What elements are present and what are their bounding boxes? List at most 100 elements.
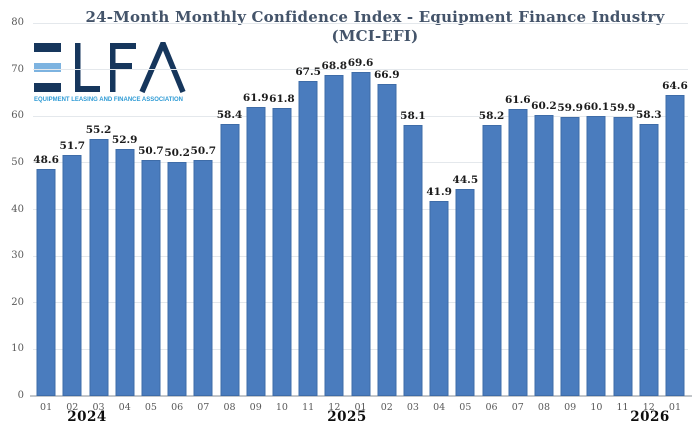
bar [586,115,606,396]
bars-container: 48.6 01 51.7 02 55.2 03 52.9 04 50.7 05 50.2 06 50.7… [33,23,688,414]
bar-value-label: 61.8 [269,92,295,105]
bar-value-label: 58.3 [635,109,662,122]
bar [482,124,502,396]
x-axis-month-label: 03 [92,402,105,413]
bar [560,116,580,396]
bar-value-label: 68.8 [321,60,348,73]
bar-value-label: 55.2 [85,123,112,136]
bar [455,188,475,396]
bar [62,154,82,396]
bar-value-label: 59.9 [609,101,636,114]
bar-slot: 59.9 11 [609,23,636,413]
y-axis-tick-label: 10 [11,343,24,355]
x-axis-month-label: 07 [511,402,524,413]
x-axis-month-label: 10 [275,402,288,413]
bar-slot: 52.9 04 [111,23,138,413]
gridline [33,69,688,71]
bar-value-label: 59.9 [557,101,583,114]
bar [403,125,423,396]
logo-letter-a [139,42,186,94]
x-axis-month-label: 08 [223,402,236,413]
bar-slot: 59.9 09 [557,23,583,413]
bar [193,159,213,396]
y-axis-tick-label: 50 [11,156,24,168]
bar-slot: 48.6 01 [33,23,59,413]
x-axis-month-label: 05 [459,402,472,413]
bar-slot: 50.2 06 [164,23,190,413]
bar [324,75,344,396]
year-label: 2024 [67,409,107,425]
bar [36,169,56,396]
x-axis-month-label: 04 [433,402,446,413]
year-label: 2026 [630,409,670,425]
y-axis-tick-label: 80 [11,17,24,28]
bar-slot: 61.8 10 [269,23,295,413]
bar-value-label: 50.2 [164,146,190,159]
bar-value-label: 66.9 [373,69,400,82]
chart-title: 24-Month Monthly Confidence Index - Equi… [55,8,695,46]
x-axis-month-label: 09 [249,402,262,413]
bar-slot: 51.7 02 [59,23,86,413]
bar-value-label: 58.1 [400,110,426,123]
bar [665,94,685,396]
bar-slot: 60.2 08 [531,23,557,413]
bar-slot: 69.6 01 [347,23,374,414]
logo-letter-l [75,43,100,92]
bar [272,107,292,396]
bar-slot: 50.7 05 [138,23,164,413]
bar-value-label: 52.9 [111,134,138,147]
bar-value-label: 60.1 [583,100,610,113]
chart-title-line1: 24-Month Monthly Confidence Index - Equi… [85,8,665,26]
logo-letter-f [110,43,136,92]
bar-value-label: 60.2 [531,100,557,113]
bar-slot: 58.2 06 [478,23,505,413]
bar [377,84,397,396]
bar-value-label: 41.9 [426,185,452,198]
y-axis-tick-label: 40 [11,203,24,215]
bar [89,138,108,396]
bar-slot: 58.1 03 [400,23,426,413]
bar-value-label: 61.6 [504,93,531,106]
bar-slot: 61.6 07 [504,23,531,413]
x-axis-month-label: 01 [40,402,53,413]
x-axis-month-label: 10 [590,402,603,413]
x-axis-month-label: 11 [302,402,315,413]
y-axis-tick-label: 70 [11,63,24,75]
x-axis-month-label: 04 [118,402,131,413]
bar-slot: 68.8 12 [321,23,348,413]
bar [220,123,240,396]
elfa-logo: EQUIPMENT LEASING AND FINANCE ASSOCIATIO… [34,42,186,103]
bar-value-label: 58.4 [216,108,243,121]
bar-value-label: 48.6 [33,154,59,167]
bar-slot: 50.7 07 [190,23,217,413]
bar-slot: 67.5 11 [295,23,321,413]
bar-slot: 55.2 03 [85,23,112,413]
x-axis-month-label: 01 [354,402,367,413]
bar-slot: 44.5 05 [452,23,479,413]
bar-slot: 64.6 01 [662,23,688,413]
bar [141,159,161,396]
x-axis-month-label: 09 [564,402,577,413]
x-axis-line [30,395,692,397]
x-axis-month-label: 02 [380,402,393,413]
x-axis-month-label: 08 [537,402,550,413]
x-axis-month-label: 05 [144,402,157,413]
bar-value-label: 69.6 [347,56,374,69]
bar-value-label: 58.2 [478,109,505,122]
bar [298,81,318,396]
bar [429,200,449,396]
x-axis-month-label: 03 [406,402,419,413]
x-axis-month-label: 07 [197,402,210,413]
y-axis-labels: 0 10 20 30 40 50 60 70 80 [0,17,27,401]
bar [613,116,633,396]
x-axis-month-label: 12 [328,402,341,413]
bar [167,161,187,396]
bar-value-label: 44.5 [452,173,479,186]
bar-value-label: 67.5 [295,66,321,79]
y-axis-tick-label: 20 [11,296,24,308]
year-label: 2025 [327,409,367,425]
y-axis-tick-label: 60 [11,110,24,122]
y-axis-tick-label: 0 [17,390,24,401]
x-axis-month-label: 12 [642,402,655,413]
